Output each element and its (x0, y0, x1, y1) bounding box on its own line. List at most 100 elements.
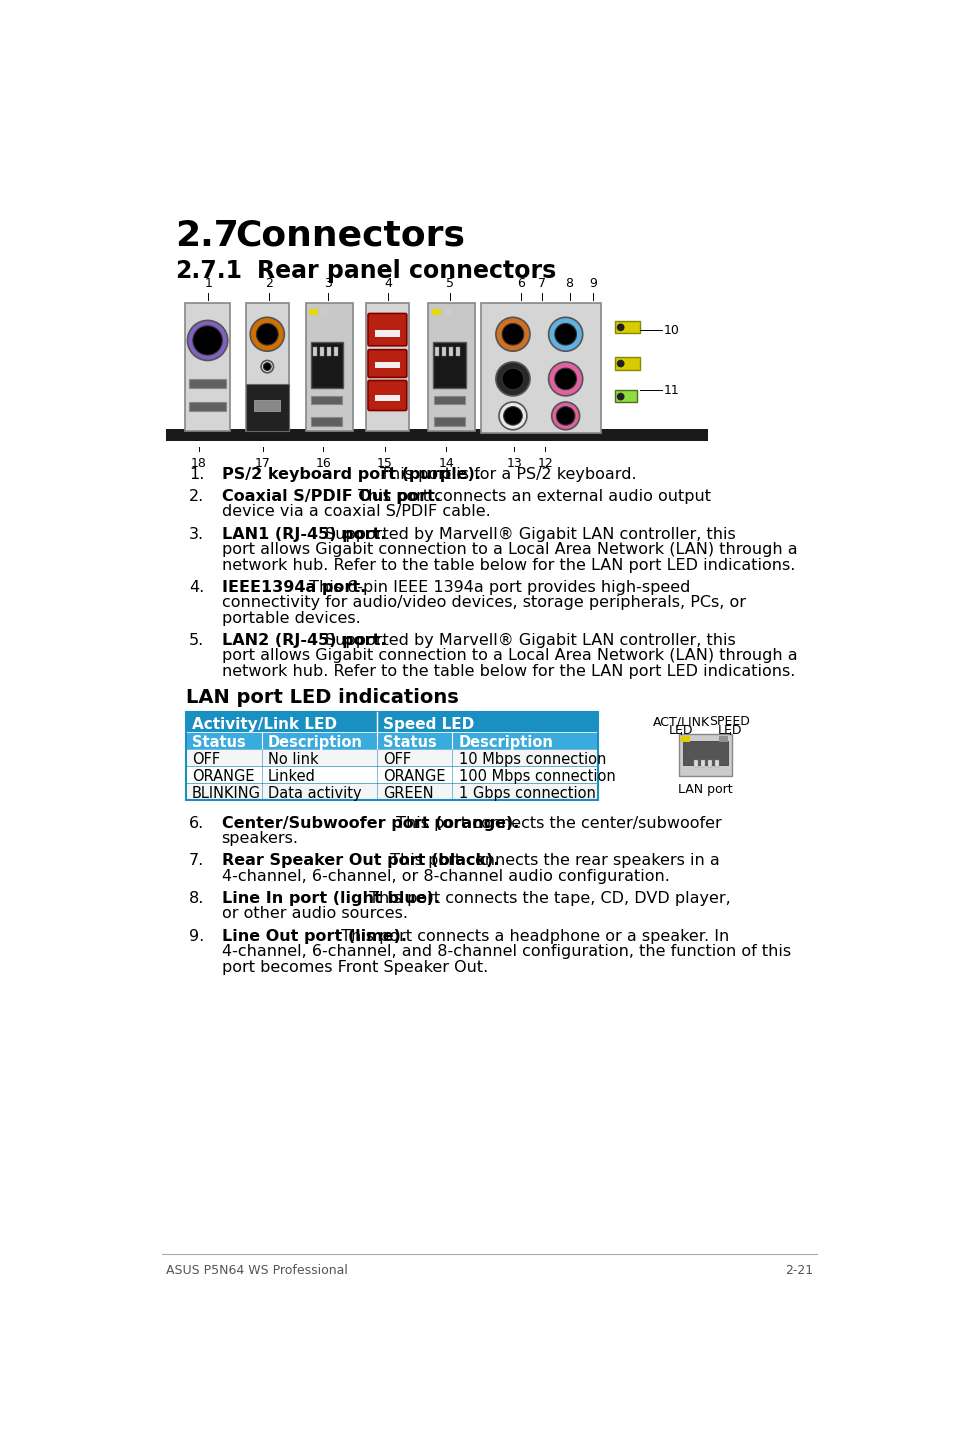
Bar (185, 303, 230, 430)
Text: ORANGE: ORANGE (382, 769, 445, 784)
Text: 7.: 7. (189, 853, 204, 869)
Text: This port connects the tape, CD, DVD player,: This port connects the tape, CD, DVD pla… (363, 892, 730, 906)
Text: connectivity for audio/video devices, storage peripherals, PCs, or: connectivity for audio/video devices, st… (221, 595, 744, 610)
Bar (375, 395, 399, 401)
Bar (444, 309, 452, 315)
Text: speakers.: speakers. (221, 831, 298, 846)
Bar (719, 736, 728, 742)
Text: port becomes Front Speaker Out.: port becomes Front Speaker Out. (221, 959, 487, 975)
Text: ASUS P5N64 WS Professional: ASUS P5N64 WS Professional (166, 1264, 347, 1277)
Text: portable devices.: portable devices. (221, 611, 360, 626)
Circle shape (206, 349, 209, 352)
Bar (189, 380, 226, 388)
Text: LAN port: LAN port (678, 784, 732, 797)
Bar (694, 761, 698, 766)
Bar (431, 309, 440, 315)
Text: 4.: 4. (189, 580, 204, 595)
Text: 17: 17 (254, 457, 271, 470)
Bar (319, 348, 323, 355)
Text: Rear Speaker Out port (black).: Rear Speaker Out port (black). (221, 853, 498, 869)
Bar (442, 348, 446, 355)
Text: 3: 3 (324, 278, 332, 290)
Text: LAN port LED indications: LAN port LED indications (186, 687, 458, 706)
Circle shape (548, 318, 582, 351)
Text: 6.: 6. (189, 815, 204, 831)
Text: 18: 18 (191, 457, 207, 470)
Circle shape (193, 326, 222, 355)
Circle shape (197, 334, 200, 336)
Text: ORANGE: ORANGE (192, 769, 254, 784)
Bar (434, 417, 464, 426)
Circle shape (214, 334, 218, 336)
Text: No link: No link (268, 752, 318, 768)
Text: 10: 10 (662, 324, 679, 336)
Text: ACT/LINK: ACT/LINK (652, 716, 709, 729)
Text: 2.7.1: 2.7.1 (174, 259, 242, 283)
Bar (186, 732, 598, 749)
Circle shape (263, 362, 271, 371)
Circle shape (206, 329, 209, 332)
Bar (322, 309, 330, 315)
Circle shape (556, 407, 575, 426)
Text: Description: Description (268, 735, 362, 751)
Circle shape (503, 407, 521, 426)
Circle shape (555, 368, 576, 390)
Text: This 6-pin IEEE 1394a port provides high-speed: This 6-pin IEEE 1394a port provides high… (303, 580, 689, 595)
Text: LAN2 (RJ-45) port.: LAN2 (RJ-45) port. (221, 633, 386, 649)
Text: 8.: 8. (189, 892, 204, 906)
Circle shape (498, 403, 526, 430)
Bar (707, 761, 711, 766)
Bar (434, 395, 464, 404)
Text: 4: 4 (384, 278, 392, 290)
Text: 6: 6 (517, 278, 524, 290)
Text: 12: 12 (537, 457, 553, 470)
Text: 4-channel, 6-channel, and 8-channel configuration, the function of this: 4-channel, 6-channel, and 8-channel conf… (221, 945, 790, 959)
Text: Supported by Marvell® Gigabit LAN controller, this: Supported by Marvell® Gigabit LAN contro… (319, 633, 735, 649)
Text: This port connects the center/subwoofer: This port connects the center/subwoofer (391, 815, 720, 831)
Text: 5: 5 (446, 278, 454, 290)
Text: Connectors: Connectors (235, 219, 465, 253)
Text: LED: LED (717, 723, 741, 736)
Bar (306, 303, 353, 430)
Text: 9.: 9. (189, 929, 204, 943)
Bar (166, 429, 707, 440)
Text: or other audio sources.: or other audio sources. (221, 906, 407, 922)
Bar (311, 342, 343, 388)
Bar (615, 321, 639, 334)
Circle shape (501, 324, 523, 345)
Bar (433, 342, 465, 388)
Text: 9: 9 (588, 278, 596, 290)
Text: This port is for a PS/2 keyboard.: This port is for a PS/2 keyboard. (375, 467, 636, 482)
Bar (680, 736, 690, 742)
FancyBboxPatch shape (368, 313, 406, 345)
Circle shape (250, 318, 284, 351)
Text: Status: Status (382, 735, 436, 751)
Text: 2.7: 2.7 (174, 219, 238, 253)
Bar (309, 309, 318, 315)
Text: 14: 14 (438, 457, 454, 470)
Text: 2: 2 (265, 278, 273, 290)
Text: 15: 15 (376, 457, 393, 470)
Text: OFF: OFF (192, 752, 220, 768)
Bar (246, 384, 289, 430)
Text: GREEN: GREEN (382, 787, 433, 801)
Text: Coaxial S/PDIF Out port.: Coaxial S/PDIF Out port. (221, 489, 440, 505)
Text: network hub. Refer to the table below for the LAN port LED indications.: network hub. Refer to the table below fo… (221, 664, 794, 679)
Circle shape (256, 324, 278, 345)
Text: This port connects a headphone or a speaker. In: This port connects a headphone or a spea… (336, 929, 729, 943)
Text: Description: Description (458, 735, 553, 751)
Bar (311, 417, 342, 426)
Text: Line Out port (lime).: Line Out port (lime). (221, 929, 406, 943)
Circle shape (548, 362, 582, 395)
Text: IEEE1394a port.: IEEE1394a port. (221, 580, 365, 595)
Text: 2.: 2. (189, 489, 204, 505)
Text: port allows Gigabit connection to a Local Area Network (LAN) through a: port allows Gigabit connection to a Loca… (221, 649, 797, 663)
Text: PS/2 keyboard port (purple).: PS/2 keyboard port (purple). (221, 467, 480, 482)
Bar (375, 331, 399, 336)
Bar (186, 749, 598, 766)
Circle shape (214, 344, 218, 347)
Bar (186, 712, 598, 732)
Circle shape (617, 360, 624, 367)
FancyBboxPatch shape (368, 349, 406, 377)
Bar (682, 741, 727, 765)
